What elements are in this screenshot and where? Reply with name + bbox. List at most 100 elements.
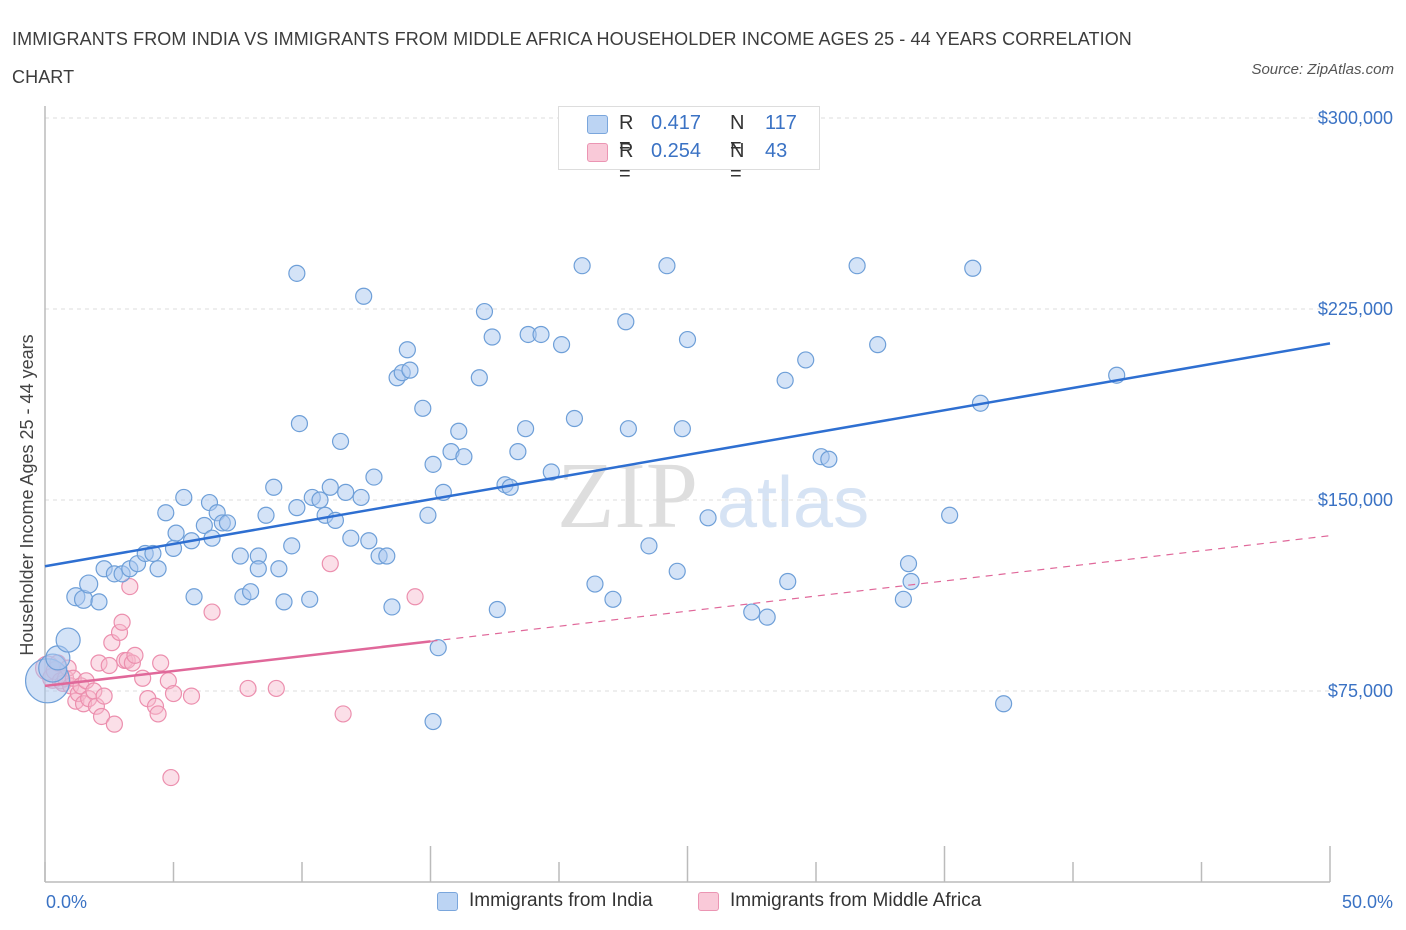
india-point: [424, 712, 442, 731]
india-point: [265, 478, 283, 496]
india-point: [355, 287, 373, 305]
india-point: [352, 488, 370, 507]
africa-point: [152, 654, 170, 672]
india-point: [429, 639, 447, 657]
india-point: [288, 264, 306, 282]
india-point: [157, 504, 175, 522]
y-tick-label: $75,000: [1328, 681, 1393, 701]
africa-point: [164, 684, 183, 703]
india-point: [586, 575, 604, 593]
india-point: [678, 330, 697, 349]
africa-point: [239, 679, 257, 698]
india-point: [331, 432, 350, 451]
n-label: N =: [730, 112, 745, 157]
africa-point: [334, 705, 352, 723]
africa-legend-label: Immigrants from Middle Africa: [730, 890, 982, 911]
india-point: [195, 516, 213, 535]
africa-r-value: 0.254: [651, 140, 702, 162]
y-tick-label: $150,000: [1318, 490, 1393, 510]
africa-point: [95, 687, 113, 705]
india-point: [149, 560, 167, 578]
india-point: [249, 560, 267, 578]
axis-labels: $75,000 $150,000 $225,000 $300,000 0.0% 50.0%…: [17, 108, 1393, 912]
africa-point: [90, 654, 108, 672]
india-point: [542, 463, 560, 481]
india-point: [414, 399, 432, 417]
n-label: N =: [730, 140, 745, 185]
africa-legend-swatch: [698, 892, 719, 911]
india-point: [424, 455, 442, 473]
africa-point: [149, 705, 167, 723]
india-point: [55, 627, 81, 653]
india-point: [516, 420, 535, 438]
africa-point: [110, 623, 129, 642]
india-point: [658, 257, 676, 275]
africa-point: [113, 613, 131, 631]
africa-point: [92, 707, 111, 726]
india-point: [301, 590, 319, 608]
india-point: [365, 468, 383, 486]
india-point: [342, 529, 360, 547]
africa-trend-extension: [430, 535, 1331, 642]
india-point: [360, 532, 378, 550]
source-label: Source: ZipAtlas.com: [1251, 61, 1394, 78]
grid: [45, 117, 1330, 692]
india-point: [311, 491, 329, 509]
india-point: [167, 524, 185, 542]
africa-n-value: 43: [765, 140, 788, 162]
india-point: [743, 603, 761, 621]
india-point: [488, 600, 506, 619]
india-point: [941, 506, 959, 524]
india-point: [617, 313, 635, 331]
watermark-atlas: atlas: [717, 463, 869, 543]
india-point: [552, 336, 571, 354]
x-tick-label: 50.0%: [1342, 892, 1393, 912]
r-label: R =: [619, 140, 634, 185]
india-point: [779, 572, 797, 591]
india-trend-line: [44, 342, 1331, 568]
africa-point: [203, 603, 221, 621]
india-point: [283, 537, 301, 555]
africa-point: [321, 555, 339, 573]
watermark: ZIP atlas: [557, 444, 869, 548]
africa-trend-line: [44, 640, 431, 688]
india-point: [776, 371, 794, 389]
india-point: [321, 478, 339, 496]
india-point: [90, 593, 108, 611]
india-point: [820, 450, 838, 468]
africa-swatch: [587, 143, 608, 162]
africa-point: [105, 715, 123, 733]
india-point: [869, 336, 887, 354]
india-legend-swatch: [437, 892, 458, 911]
y-tick-label: $300,000: [1318, 108, 1393, 128]
india-point: [175, 488, 193, 507]
india-point: [455, 448, 473, 466]
axes: [44, 106, 1331, 883]
india-point: [573, 257, 591, 275]
watermark-zip: ZIP: [557, 444, 698, 548]
africa-point: [121, 577, 139, 596]
india-point: [699, 509, 717, 527]
india-point: [902, 572, 920, 591]
india-point: [509, 443, 527, 461]
india-point: [797, 351, 815, 369]
africa-point: [134, 669, 152, 687]
y-tick-label: $225,000: [1318, 299, 1393, 319]
india-point: [288, 499, 306, 517]
india-point: [144, 544, 162, 563]
india-point: [378, 547, 396, 565]
india-point: [995, 695, 1013, 713]
india-point: [257, 506, 275, 524]
india-point: [218, 514, 237, 532]
india-point: [899, 555, 918, 573]
india-point: [848, 257, 866, 275]
india-point: [483, 328, 501, 346]
india-point: [565, 409, 584, 428]
africa-point: [100, 656, 118, 675]
india-point: [450, 422, 468, 440]
india-point: [383, 598, 401, 616]
india-point: [758, 608, 776, 626]
india-point: [275, 593, 293, 611]
india-n-value: 117: [765, 112, 797, 134]
india-point: [673, 420, 691, 438]
